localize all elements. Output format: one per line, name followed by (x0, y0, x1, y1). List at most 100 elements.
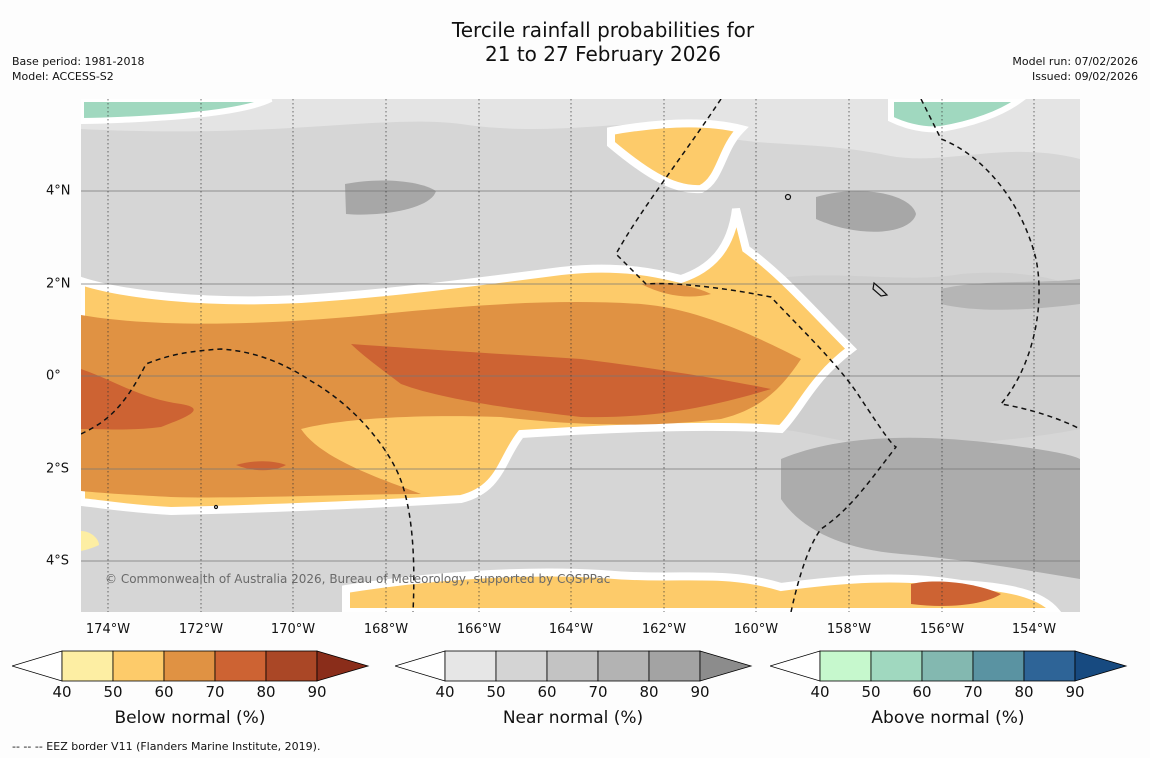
colorbar-segment (112, 650, 165, 682)
colorbar-segment (444, 650, 497, 682)
colorbar-segment (819, 650, 872, 682)
eez-border-east (920, 99, 1080, 430)
model-name: Model: ACCESS-S2 (12, 70, 114, 83)
colorbar-min-extend (12, 650, 63, 682)
colorbar-min-extend (770, 650, 821, 682)
colorbar-tick-label: 90 (1065, 683, 1085, 701)
below-normal-70-small (236, 461, 286, 471)
colorbar-3 (770, 650, 1128, 683)
latitude-tick-label: 2°S (46, 461, 70, 477)
below-normal-40-edge (81, 531, 99, 551)
eez-borders (81, 99, 1080, 612)
colorbar-title: Above normal (%) (871, 708, 1025, 728)
colorbar-max-extend (316, 650, 370, 682)
colorbar-segment (495, 650, 548, 682)
longitude-tick-label: 168°W (363, 622, 409, 637)
colorbar-tick-label: 50 (103, 683, 123, 701)
map-title: Tercile rainfall probabilities for 21 to… (0, 18, 1150, 66)
issued-date: Issued: 09/02/2026 (1031, 70, 1138, 83)
longitude-tick-label: 164°W (548, 622, 594, 637)
below-normal-60-band (81, 302, 801, 498)
colorbar-max-extend (1074, 650, 1128, 682)
island-kiritimati (872, 281, 889, 297)
island-south (213, 504, 219, 510)
colorbar-segment (214, 650, 267, 682)
colorbar-2 (395, 650, 753, 683)
colorbar-title: Near normal (%) (502, 708, 644, 728)
islands (213, 193, 889, 510)
meta-left: Base period: 1981-2018 Model: ACCESS-S2 (12, 54, 144, 84)
copyright-notice: © Commonwealth of Australia 2026, Bureau… (105, 572, 611, 586)
eez-border-west (81, 348, 415, 612)
longitude-gridlines (107, 99, 1035, 612)
colorbar-tick-label: 70 (963, 683, 983, 701)
near-normal-east (771, 272, 1080, 449)
colorbar-tick-label: 40 (810, 683, 830, 701)
below-normal-north-patch (607, 119, 749, 194)
model-run: Model run: 07/02/2026 (1012, 55, 1138, 68)
colorbar-segment (597, 650, 650, 682)
colorbar-segment (546, 650, 599, 682)
colorbar-tick-label: 40 (52, 683, 72, 701)
colorbar-graphic (12, 650, 370, 682)
meta-right: Model run: 07/02/2026 Issued: 09/02/2026 (1012, 54, 1138, 84)
colorbar-title: Below normal (%) (114, 708, 266, 728)
colorbar-tick-label: 80 (256, 683, 276, 701)
eez-footnote: -- -- -- EEZ border V11 (Flanders Marine… (12, 740, 321, 753)
colorbar-max-extend (699, 650, 753, 682)
colorbar-tick-label: 60 (154, 683, 174, 701)
near-normal-60-ribbon (941, 279, 1080, 310)
colorbar-graphic (395, 650, 753, 682)
colorbar-tick-label: 90 (690, 683, 710, 701)
colorbar-tick-label: 90 (307, 683, 327, 701)
latitude-tick-label: 0° (46, 368, 61, 384)
colorbar-segment (61, 650, 114, 682)
colorbar-segment (163, 650, 216, 682)
near-normal-70-patch (345, 180, 436, 215)
longitude-tick-label: 156°W (919, 622, 965, 637)
longitude-tick-label: 160°W (733, 622, 779, 637)
below-normal-50-south (342, 568, 1062, 612)
colorbar-segment (265, 650, 318, 682)
near-normal-60-southeast (781, 437, 1080, 579)
below-normal-60-patch (641, 282, 711, 297)
above-normal-northeast (888, 99, 1027, 133)
colorbar-segment (921, 650, 974, 682)
colorbar-segment (1023, 650, 1076, 682)
latitude-gridlines (81, 190, 1080, 562)
colorbar-tick-label: 80 (639, 683, 659, 701)
map-canvas (81, 99, 1080, 612)
longitude-tick-label: 170°W (270, 622, 316, 637)
colorbar-1 (12, 650, 370, 683)
colorbar-tick-label: 80 (1014, 683, 1034, 701)
colorbar-tick-label: 40 (435, 683, 455, 701)
title-line-2: 21 to 27 February 2026 (485, 42, 721, 66)
longitude-tick-label: 162°W (641, 622, 687, 637)
above-normal-northwest (81, 99, 273, 125)
colorbar-tick-label: 50 (486, 683, 506, 701)
near-normal-70-east (816, 191, 916, 232)
colorbar-tick-label: 70 (588, 683, 608, 701)
longitude-tick-label: 158°W (826, 622, 872, 637)
below-normal-70-south (911, 581, 1001, 606)
colorbar-segment (972, 650, 1025, 682)
longitude-tick-label: 166°W (456, 622, 502, 637)
colorbar-segment (870, 650, 923, 682)
near-normal-40-north (81, 99, 1080, 159)
below-normal-70-west (81, 369, 194, 430)
title-line-1: Tercile rainfall probabilities for (451, 18, 755, 42)
eez-border-central (615, 99, 898, 612)
longitude-tick-label: 174°W (85, 622, 131, 637)
colorbar-tick-label: 60 (912, 683, 932, 701)
latitude-tick-label: 4°S (46, 553, 70, 569)
longitude-tick-label: 154°W (1011, 622, 1057, 637)
colorbar-graphic (770, 650, 1128, 682)
base-period: Base period: 1981-2018 (12, 55, 145, 68)
colorbar-tick-label: 60 (537, 683, 557, 701)
colorbar-segment (648, 650, 701, 682)
latitude-tick-label: 4°N (46, 183, 71, 199)
colorbar-tick-label: 70 (205, 683, 225, 701)
longitude-tick-label: 172°W (178, 622, 224, 637)
latitude-tick-label: 2°N (46, 276, 71, 292)
rainfall-map (81, 99, 1080, 612)
